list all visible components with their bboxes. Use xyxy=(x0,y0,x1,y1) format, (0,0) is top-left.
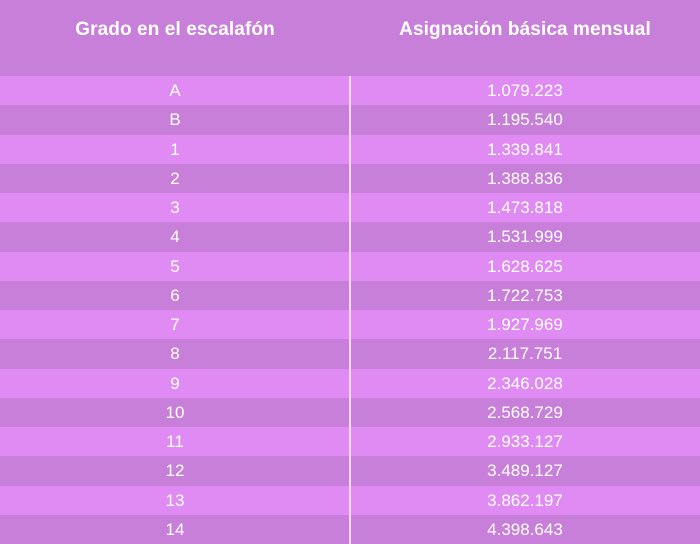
grade-cell: 2 xyxy=(170,168,180,188)
salary-cell: 1.722.753 xyxy=(487,285,563,305)
grade-cell: 4 xyxy=(170,227,180,247)
grade-cell: 14 xyxy=(165,519,185,539)
salary-cell: 1.531.999 xyxy=(487,227,563,247)
grade-cell: 13 xyxy=(165,490,185,510)
salary-cell: 1.339.841 xyxy=(487,139,563,159)
salary-cell: 4.398.643 xyxy=(487,519,563,539)
salary-cell: 2.568.729 xyxy=(487,402,563,422)
grade-cell: 3 xyxy=(170,198,180,217)
grade-cell: 9 xyxy=(170,373,180,393)
grade-cell: 5 xyxy=(170,256,180,276)
salary-cell: 1.473.818 xyxy=(487,198,563,217)
column-header-salary: Asignación básica mensual xyxy=(399,19,651,40)
salary-cell: 3.862.197 xyxy=(487,490,563,510)
grade-cell: 7 xyxy=(170,315,180,334)
salary-cell: 2.117.751 xyxy=(487,344,563,364)
salary-cell: 1.388.836 xyxy=(487,168,563,188)
grade-cell: 11 xyxy=(166,432,184,451)
grade-cell: 12 xyxy=(165,461,185,481)
salary-cell: 2.933.127 xyxy=(487,432,563,451)
grade-cell: 6 xyxy=(170,285,180,305)
salary-cell: 3.489.127 xyxy=(487,461,563,481)
column-header-grade: Grado en el escalafón xyxy=(75,19,275,40)
salary-cell: 1.195.540 xyxy=(487,110,563,130)
column-divider xyxy=(349,76,351,544)
salary-cell: 1.927.969 xyxy=(487,315,563,334)
table-header: Grado en el escalafón Asignación básica … xyxy=(0,0,700,76)
grade-cell: B xyxy=(169,110,181,130)
grade-cell: 1 xyxy=(170,139,180,159)
grade-cell: 10 xyxy=(165,402,185,422)
grade-cell: 8 xyxy=(170,344,180,364)
salary-cell: 1.079.223 xyxy=(487,81,563,100)
salary-cell: 2.346.028 xyxy=(487,373,563,393)
salary-cell: 1.628.625 xyxy=(487,256,563,276)
grade-cell: A xyxy=(169,81,181,100)
